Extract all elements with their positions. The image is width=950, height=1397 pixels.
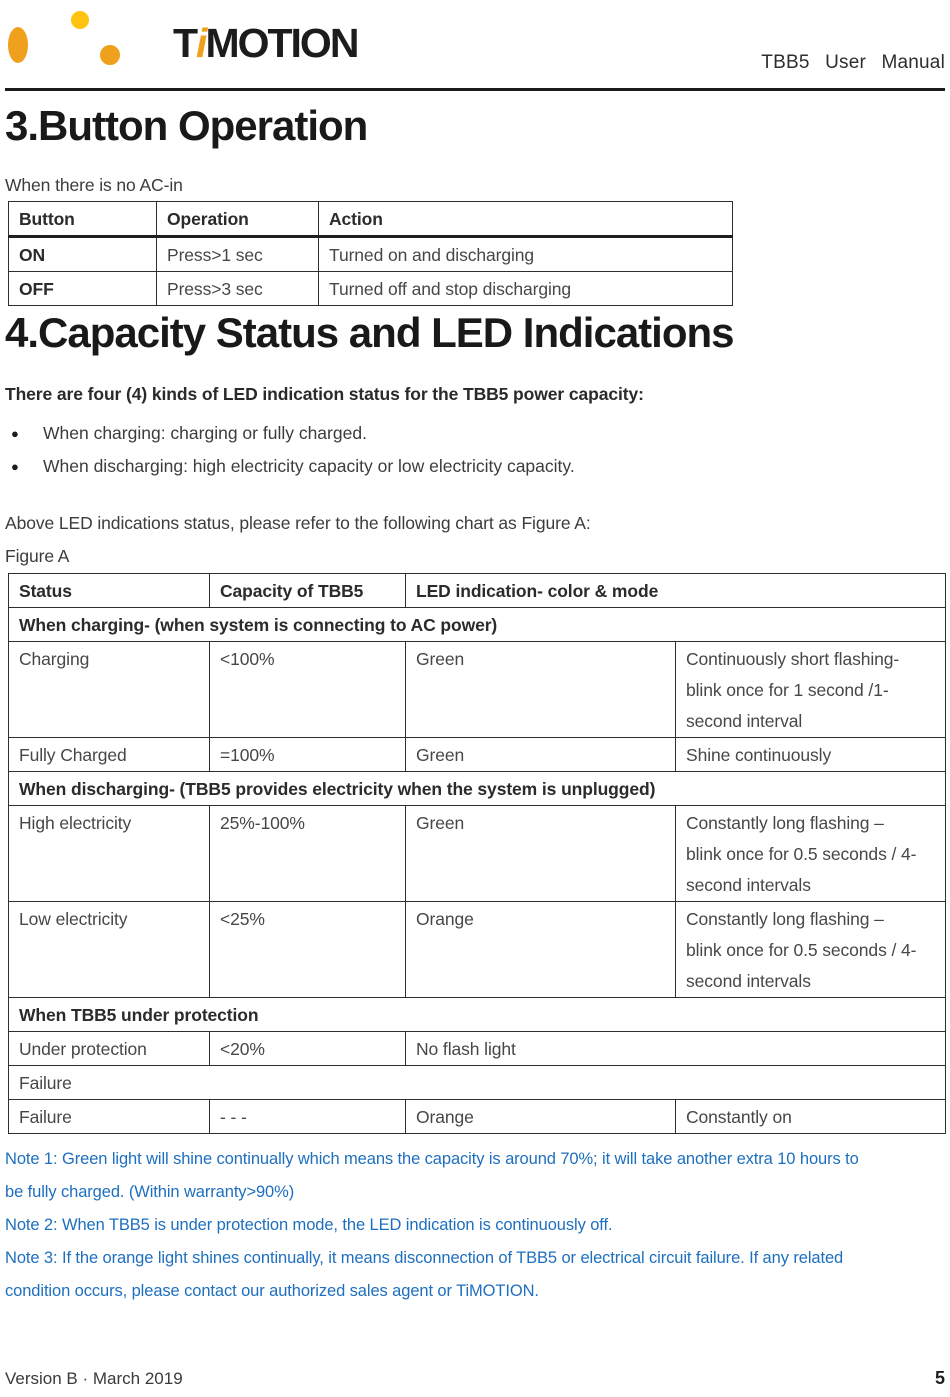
cell-button-on: ON [8,236,157,272]
cell-status: Low electricity [8,901,210,998]
cell-status: Under protection [8,1031,210,1066]
cell-led-indication: No flash light [405,1031,946,1066]
table-row-low-electricity: Low electricity <25% Orange Constantly l… [8,901,946,998]
cell-led-mode: Constantly on [675,1099,946,1134]
cell-capacity: 25%-100% [209,805,406,902]
cell-capacity: <100% [209,641,406,738]
table-row: ON Press>1 sec Turned on and discharging [8,236,733,272]
cell-led-color: Orange [405,901,676,998]
note-1: Note 1: Green light will shine continual… [5,1150,859,1201]
cell-status: High electricity [8,805,210,902]
cell-led-color: Green [405,737,676,772]
section-row-discharging: When discharging- (TBB5 provides electri… [8,771,946,806]
table-row-under-protection: Under protection <20% No flash light [8,1031,946,1066]
cell-operation: Press>3 sec [156,271,319,306]
cell-button-off: OFF [8,271,157,306]
cell-action: Turned on and discharging [318,236,733,272]
table-row-charging: Charging <100% Green Continuously short … [8,641,946,738]
cell-led-color: Orange [405,1099,676,1134]
section4-heading: 4.Capacity Status and LED Indications [5,309,735,356]
cell-capacity: - - - [209,1099,406,1134]
figure-a-table: Status Capacity of TBB5 LED indication- … [8,573,946,1134]
cell-led-color: Green [405,641,676,738]
notes-block: Note 1: Green light will shine continual… [5,1143,945,1308]
cell-failure-label: Failure [8,1065,946,1100]
logo-small-ring-icon [71,11,89,29]
table-row: OFF Press>3 sec Turned off and stop disc… [8,271,733,306]
logo-big-ring-icon [8,27,28,63]
section-row-label: When TBB5 under protection [8,997,946,1032]
table-row-failure: Failure - - - Orange Constantly on [8,1099,946,1134]
logo-medium-ring-icon [100,45,120,65]
column-header-action: Action [318,201,733,238]
section-row-protection: When TBB5 under protection [8,997,946,1032]
column-header-status: Status [8,573,210,608]
timotion-logo: TiMOTION [5,0,359,88]
cell-capacity: <25% [209,901,406,998]
bullet-icon: ● [11,426,19,441]
cell-capacity: =100% [209,737,406,772]
section-row-label: When charging- (when system is connectin… [8,607,946,642]
list-item-text: When discharging: high electricity capac… [43,456,575,476]
logo-wordmark: TiMOTION [173,20,359,67]
page-header: TiMOTION TBB5 User Manual [5,0,945,91]
cell-operation: Press>1 sec [156,236,319,272]
cell-led-mode: Constantly long flashing – blink once fo… [675,805,946,902]
button-operation-table: Button Operation Action ON Press>1 sec T… [8,201,733,306]
section-row-charging: When charging- (when system is connectin… [8,607,946,642]
table-row-high-electricity: High electricity 25%-100% Green Constant… [8,805,946,902]
figure-label: Figure A [5,546,70,566]
bullet-icon: ● [11,459,19,474]
column-header-operation: Operation [156,201,319,238]
document-title: TBB5 User Manual [761,52,945,73]
column-header-button: Button [8,201,157,238]
cell-status: Fully Charged [8,737,210,772]
section-row-label: When discharging- (TBB5 provides electri… [8,771,946,806]
section4-lead-text: There are four (4) kinds of LED indicati… [5,384,644,404]
page-footer: Version B · March 2019 5 [5,1368,945,1389]
logo-letter-i: i [196,20,207,66]
page-number: 5 [934,1368,945,1388]
list-item: ● When discharging: high electricity cap… [5,450,945,483]
logo-letters-motion: MOTION [205,20,359,66]
note-3: Note 3: If the orange light shines conti… [5,1249,844,1300]
cell-led-mode: Continuously short flashing- blink once … [675,641,946,738]
version-text: Version B · March 2019 [5,1369,183,1388]
table-header-row: Button Operation Action [8,201,733,238]
note-2: Note 2: When TBB5 is under protection mo… [5,1216,613,1234]
list-item: ● When charging: charging or fully charg… [5,417,945,450]
led-status-list: ● When charging: charging or fully charg… [5,417,945,483]
cell-led-color: Green [405,805,676,902]
table-row-failure-label: Failure [8,1065,946,1100]
cell-capacity: <20% [209,1031,406,1066]
cell-led-mode: Constantly long flashing – blink once fo… [675,901,946,998]
figure-reference-text: Above LED indications status, please ref… [5,513,591,533]
cell-led-mode: Shine continuously [675,737,946,772]
cell-action: Turned off and stop discharging [318,271,733,306]
column-header-led-indication: LED indication- color & mode [405,573,946,608]
logo-letter-t: T [173,20,198,66]
table-row-fully-charged: Fully Charged =100% Green Shine continuo… [8,737,946,772]
section3-heading: 3.Button Operation [5,102,368,149]
section3-intro-text: When there is no AC-in [5,175,183,195]
cell-status: Charging [8,641,210,738]
column-header-capacity: Capacity of TBB5 [209,573,406,608]
cell-status: Failure [8,1099,210,1134]
list-item-text: When charging: charging or fully charged… [43,423,367,443]
table-header-row: Status Capacity of TBB5 LED indication- … [8,573,946,608]
